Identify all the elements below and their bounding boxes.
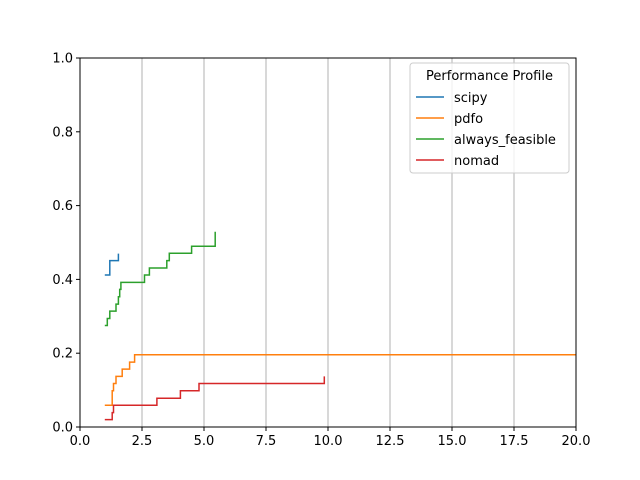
x-tick-label: 20.0 [562, 434, 591, 449]
y-tick-label: 0.2 [52, 347, 73, 362]
series-line-nomad [104, 376, 326, 421]
legend: Performance Profile scipy pdfo always_feas… [409, 62, 570, 174]
x-tick-label: 5.0 [194, 434, 215, 449]
legend-label: always_feasible [454, 133, 556, 148]
x-tick-label: 17.5 [500, 434, 529, 449]
series-line-always-feasible [104, 231, 216, 327]
legend-box [409, 62, 570, 174]
y-tick-label: 1.0 [52, 52, 73, 67]
y-tick-label: 0.4 [52, 273, 73, 288]
y-tick-label: 0.8 [52, 125, 73, 140]
x-tick-label: 10.0 [314, 434, 343, 449]
y-axis: 0.0 0.2 0.4 0.6 0.8 1.0 [52, 52, 80, 436]
x-tick-label: 12.5 [376, 434, 405, 449]
x-axis: 0.0 2.5 5.0 7.5 10.0 12.5 15.0 17.5 20.0 [70, 427, 591, 449]
legend-title: Performance Profile [426, 69, 553, 84]
x-tick-label: 15.0 [438, 434, 467, 449]
x-tick-label: 0.0 [70, 434, 91, 449]
y-tick-label: 0.0 [52, 421, 73, 436]
series-lines [104, 231, 576, 421]
legend-label: scipy [454, 91, 488, 106]
x-tick-label: 7.5 [256, 434, 277, 449]
legend-label: pdfo [454, 112, 483, 127]
x-tick-label: 2.5 [132, 434, 153, 449]
series-line-pdfo [104, 353, 576, 406]
legend-label: nomad [454, 154, 499, 169]
series-line-scipy [104, 253, 120, 276]
y-tick-label: 0.6 [52, 199, 73, 214]
